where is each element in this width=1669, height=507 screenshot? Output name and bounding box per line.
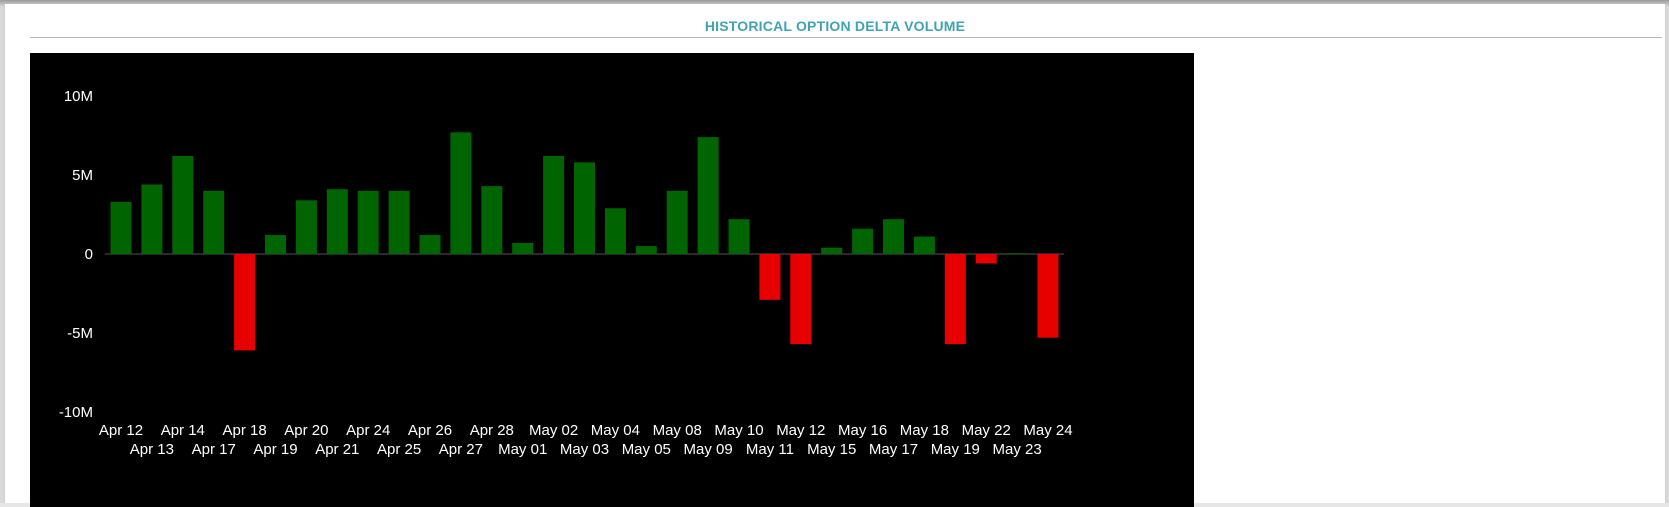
- bar-may-17[interactable]: [883, 219, 904, 254]
- bar-apr-20[interactable]: [295, 200, 317, 254]
- y-tick-label: -10M: [59, 404, 93, 421]
- bar-may-16[interactable]: [852, 228, 874, 254]
- bar-apr-26[interactable]: [419, 235, 441, 254]
- bar-apr-17[interactable]: [203, 190, 225, 254]
- bar-may-01[interactable]: [512, 242, 534, 254]
- x-tick-label: Apr 18: [222, 422, 266, 439]
- bar-apr-19[interactable]: [265, 235, 286, 254]
- bar-apr-14[interactable]: [172, 156, 194, 254]
- x-tick-label: May 09: [683, 441, 732, 458]
- bar-group: [105, 132, 1064, 351]
- x-tick-label: May 01: [498, 441, 547, 458]
- x-tick-label: Apr 25: [377, 441, 421, 458]
- bar-may-12[interactable]: [790, 254, 812, 345]
- y-tick-label: 5M: [72, 167, 93, 184]
- bar-may-05[interactable]: [635, 246, 657, 254]
- bar-apr-21[interactable]: [326, 189, 348, 254]
- bar-apr-18[interactable]: [234, 254, 256, 351]
- bar-apr-27[interactable]: [450, 132, 472, 254]
- bar-may-22[interactable]: [975, 254, 997, 264]
- x-tick-label: May 19: [931, 441, 980, 458]
- bar-apr-12[interactable]: [110, 201, 132, 254]
- x-tick-label: May 03: [560, 441, 609, 458]
- delta-volume-chart: 10M 5M 0 -5M -10M Apr 12 Apr 13 Apr 14 Apr 17 Ap…: [30, 53, 1194, 507]
- x-tick-label: May 16: [838, 422, 887, 439]
- y-tick-label: 10M: [64, 88, 93, 105]
- title-divider: [30, 37, 1662, 38]
- chart-panel: HISTORICAL OPTION DELTA VOLUME 10M 5M 0 -5M…: [4, 4, 1666, 507]
- bar-apr-28[interactable]: [481, 186, 503, 254]
- bar-may-18[interactable]: [913, 236, 935, 254]
- bar-may-04[interactable]: [604, 208, 626, 254]
- bar-may-02[interactable]: [543, 156, 565, 254]
- x-tick-label: Apr 24: [346, 422, 390, 439]
- bar-may-23[interactable]: [1006, 253, 1028, 255]
- bar-apr-13[interactable]: [141, 184, 163, 255]
- x-tick-label: Apr 21: [315, 441, 359, 458]
- bar-may-24[interactable]: [1037, 254, 1059, 338]
- x-tick-label: May 11: [746, 441, 794, 458]
- top-shadow: [0, 0, 1669, 6]
- x-tick-label: Apr 28: [470, 422, 514, 439]
- x-tick-label: May 08: [653, 422, 702, 439]
- x-tick-label: May 15: [807, 441, 856, 458]
- bar-may-08[interactable]: [666, 190, 688, 254]
- x-tick-label: Apr 26: [408, 422, 452, 439]
- x-tick-label: May 10: [714, 422, 763, 439]
- x-tick-label: May 23: [992, 441, 1041, 458]
- x-tick-label: May 18: [900, 422, 949, 439]
- bar-may-09[interactable]: [697, 137, 719, 254]
- x-tick-label: Apr 12: [99, 422, 143, 439]
- bar-may-15[interactable]: [821, 247, 843, 254]
- x-tick-label: Apr 20: [284, 422, 328, 439]
- x-tick-label: Apr 27: [439, 441, 483, 458]
- bar-may-11[interactable]: [759, 254, 781, 300]
- x-tick-label: May 24: [1023, 422, 1072, 439]
- x-axis: Apr 12 Apr 13 Apr 14 Apr 17 Apr 18 Apr 19 Apr …: [99, 422, 1073, 458]
- x-tick-label: Apr 17: [192, 441, 236, 458]
- x-tick-label: May 04: [591, 422, 640, 439]
- bar-apr-24[interactable]: [357, 190, 379, 254]
- panel-title: HISTORICAL OPTION DELTA VOLUME: [704, 18, 966, 34]
- bar-may-19[interactable]: [944, 254, 966, 345]
- x-tick-label: Apr 13: [130, 441, 174, 458]
- bar-may-10[interactable]: [728, 219, 750, 254]
- y-tick-label: 0: [85, 246, 93, 263]
- x-tick-label: May 22: [962, 422, 1011, 439]
- x-tick-label: May 12: [776, 422, 825, 439]
- y-tick-label: -5M: [67, 325, 93, 342]
- x-tick-label: May 17: [869, 441, 918, 458]
- bar-may-03[interactable]: [574, 162, 595, 254]
- bar-apr-25[interactable]: [388, 190, 410, 254]
- x-tick-label: May 05: [622, 441, 671, 458]
- y-axis: 10M 5M 0 -5M -10M: [59, 88, 93, 421]
- x-tick-label: Apr 19: [253, 441, 297, 458]
- x-tick-label: May 02: [529, 422, 578, 439]
- x-tick-label: Apr 14: [161, 422, 205, 439]
